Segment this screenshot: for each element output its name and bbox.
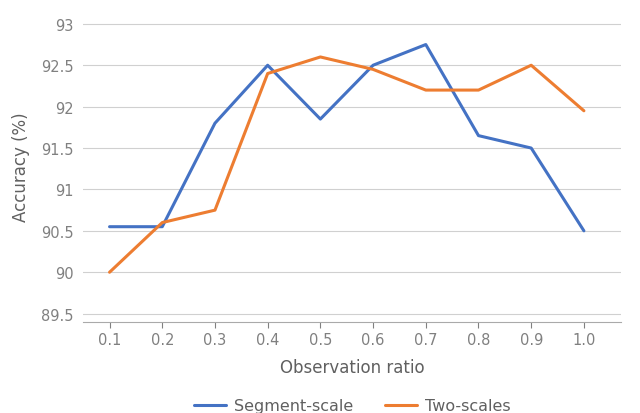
Segment-scale xyxy=(264,64,271,69)
Two-scales xyxy=(159,221,166,225)
Two-scales xyxy=(106,270,113,275)
Line: Segment-scale: Segment-scale xyxy=(109,45,584,231)
Two-scales xyxy=(317,55,324,60)
Two-scales xyxy=(422,88,429,93)
Segment-scale xyxy=(317,117,324,122)
Segment-scale xyxy=(527,146,535,151)
Segment-scale xyxy=(211,121,219,126)
Segment-scale xyxy=(159,225,166,230)
Two-scales xyxy=(211,208,219,213)
Two-scales xyxy=(369,68,377,73)
Legend: Segment-scale, Two-scales: Segment-scale, Two-scales xyxy=(188,392,516,413)
Segment-scale xyxy=(369,64,377,69)
Line: Two-scales: Two-scales xyxy=(109,58,584,273)
Two-scales xyxy=(580,109,588,114)
Y-axis label: Accuracy (%): Accuracy (%) xyxy=(12,113,29,222)
Segment-scale xyxy=(106,225,113,230)
Two-scales xyxy=(527,64,535,69)
Two-scales xyxy=(264,72,271,77)
Segment-scale xyxy=(580,229,588,234)
X-axis label: Observation ratio: Observation ratio xyxy=(280,358,424,377)
Two-scales xyxy=(475,88,483,93)
Segment-scale xyxy=(422,43,429,48)
Segment-scale xyxy=(475,134,483,139)
